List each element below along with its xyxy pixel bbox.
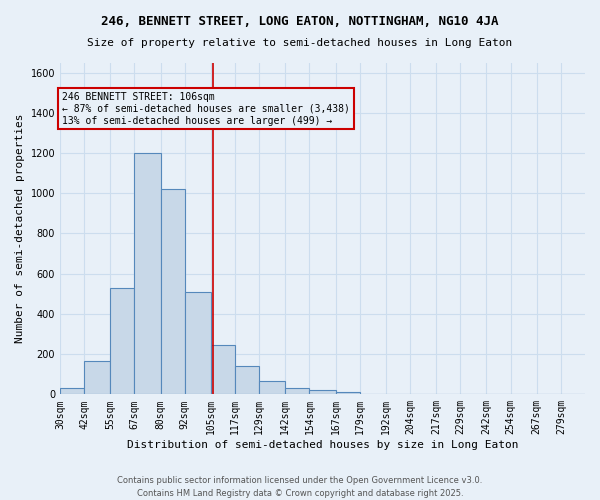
Bar — [286, 388, 310, 394]
X-axis label: Distribution of semi-detached houses by size in Long Eaton: Distribution of semi-detached houses by … — [127, 440, 518, 450]
Bar — [60, 388, 84, 394]
Bar — [84, 361, 110, 394]
Bar — [161, 189, 185, 394]
Bar — [335, 392, 360, 394]
Bar — [134, 153, 161, 394]
Bar — [211, 345, 235, 395]
Bar — [259, 382, 286, 394]
Text: 246 BENNETT STREET: 106sqm
← 87% of semi-detached houses are smaller (3,438)
13%: 246 BENNETT STREET: 106sqm ← 87% of semi… — [62, 92, 350, 126]
Text: 246, BENNETT STREET, LONG EATON, NOTTINGHAM, NG10 4JA: 246, BENNETT STREET, LONG EATON, NOTTING… — [101, 15, 499, 28]
Bar — [235, 366, 259, 394]
Bar — [185, 292, 211, 394]
Y-axis label: Number of semi-detached properties: Number of semi-detached properties — [15, 114, 25, 343]
Text: Contains HM Land Registry data © Crown copyright and database right 2025.: Contains HM Land Registry data © Crown c… — [137, 488, 463, 498]
Bar — [310, 390, 335, 394]
Bar — [110, 288, 134, 395]
Text: Size of property relative to semi-detached houses in Long Eaton: Size of property relative to semi-detach… — [88, 38, 512, 48]
Text: Contains public sector information licensed under the Open Government Licence v3: Contains public sector information licen… — [118, 476, 482, 485]
